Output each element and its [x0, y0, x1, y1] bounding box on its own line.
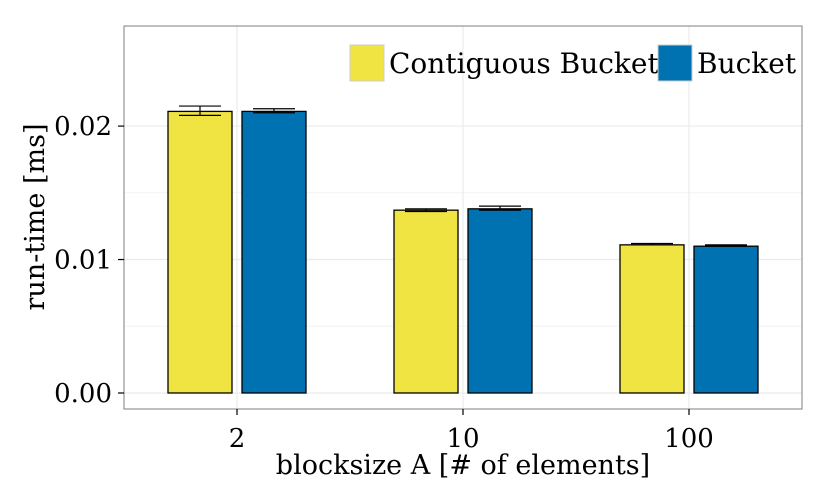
x-tick-label: 2: [229, 424, 246, 454]
bar: [393, 209, 459, 394]
legend-swatch-contiguous-bucket: [349, 44, 385, 82]
bar: [167, 110, 233, 394]
y-tick-label: 0.02: [54, 112, 112, 142]
bars: [167, 110, 759, 394]
legend: Contiguous Bucket Bucket: [349, 44, 797, 82]
grid: [124, 26, 802, 409]
legend-label-bucket: Bucket: [697, 47, 797, 80]
y-axis-title: run-time [ms]: [20, 124, 51, 311]
x-axis-title: blocksize A [# of elements]: [276, 450, 650, 481]
x-tick-label: 100: [664, 424, 714, 454]
y-tick-label: 0.01: [54, 246, 112, 276]
bar: [241, 110, 307, 394]
bar: [619, 244, 685, 394]
error-bars: [179, 105, 747, 247]
y-tick-label: 0.00: [54, 379, 112, 409]
bar: [467, 208, 533, 394]
legend-label-contiguous-bucket: Contiguous Bucket: [389, 47, 659, 80]
bar: [693, 245, 759, 394]
legend-swatch-bucket: [657, 44, 693, 82]
axes: 0.00 0.01 0.02 2 10 100: [54, 112, 714, 454]
x-tick-label: 10: [446, 424, 479, 454]
